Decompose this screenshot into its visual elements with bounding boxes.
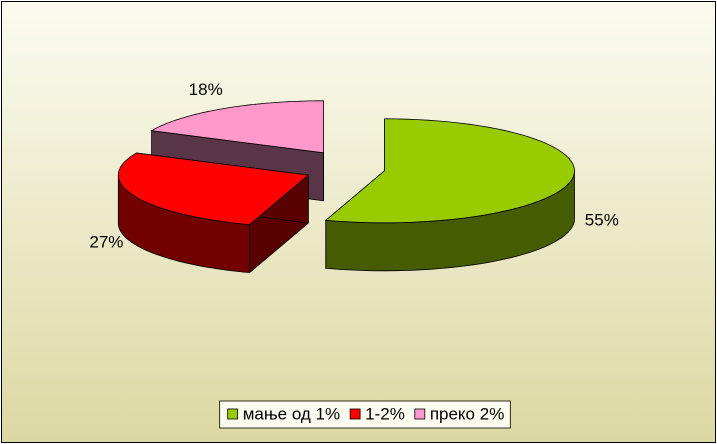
slice-top (324, 118, 575, 224)
legend-label: преко 2% (430, 404, 505, 423)
legend-box (219, 400, 511, 429)
pie: 55% 27% 18% (89, 80, 619, 274)
slice-top (150, 100, 325, 154)
legend: мање од 1% 1-2% преко 2% (219, 400, 511, 429)
legend-label: мање од 1% (243, 404, 340, 423)
slice-top (117, 152, 310, 226)
legend-label: 1-2% (365, 404, 405, 423)
data-label: 55% (585, 210, 619, 229)
pie-slice (117, 152, 310, 274)
legend-swatch (227, 408, 239, 420)
legend-swatch (414, 408, 426, 420)
data-label: 18% (189, 80, 223, 99)
data-label: 27% (89, 232, 123, 251)
pie-slice (324, 118, 575, 272)
legend-swatch (349, 408, 361, 420)
